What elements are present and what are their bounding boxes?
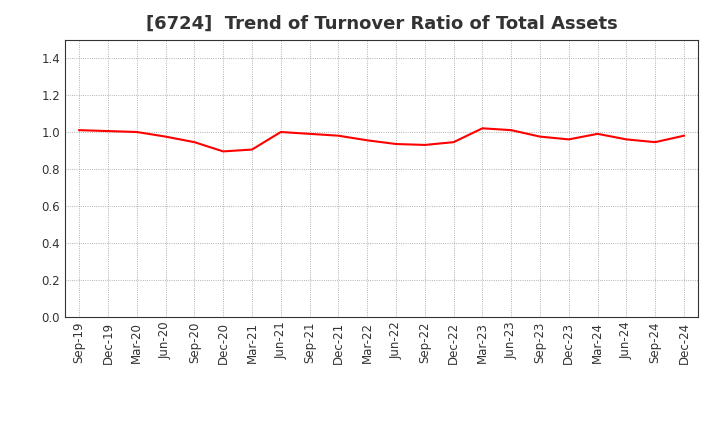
Title: [6724]  Trend of Turnover Ratio of Total Assets: [6724] Trend of Turnover Ratio of Total … — [145, 15, 618, 33]
